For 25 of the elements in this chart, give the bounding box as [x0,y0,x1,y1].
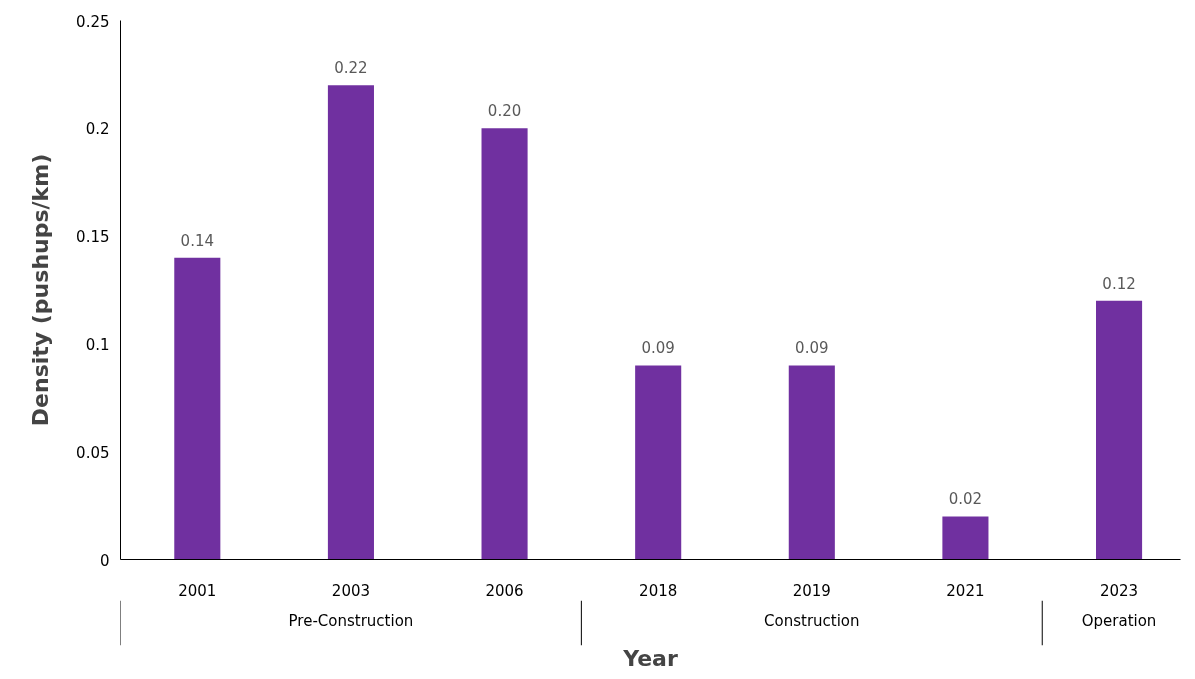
y-tick-label: 0 [99,551,110,570]
data-label: 0.09 [641,339,675,358]
data-label: 0.09 [795,339,829,358]
text: Pre-Construction [288,611,414,630]
text: Operation [1081,611,1157,630]
x-axis-title: Year [622,645,678,671]
x-tick-label: 2019 [792,581,831,600]
data-label: 0.14 [180,231,215,250]
x-tick-label: 2023 [1099,581,1139,600]
data-label: 0.02 [948,490,983,509]
text: Construction [764,611,860,630]
x-tick-label: 2003 [331,581,371,600]
y-tick-label: 0.25 [76,12,110,31]
data-label: 0.12 [1102,274,1136,293]
x-tick-label: 2021 [946,581,985,600]
y-tick-label: 0.1 [85,335,110,354]
y-tick-label: 0.2 [85,120,110,139]
y-tick-label: 0.15 [76,228,110,247]
x-tick-label: 2018 [639,581,678,600]
x-tick-label: 2001 [178,581,217,600]
data-label: 0.22 [334,59,368,78]
y-tick-label: 0.05 [76,443,110,462]
y-axis-title: Density (pushups/km) [28,153,54,427]
x-tick-label: 2006 [485,581,524,600]
data-label: 0.20 [487,102,522,121]
